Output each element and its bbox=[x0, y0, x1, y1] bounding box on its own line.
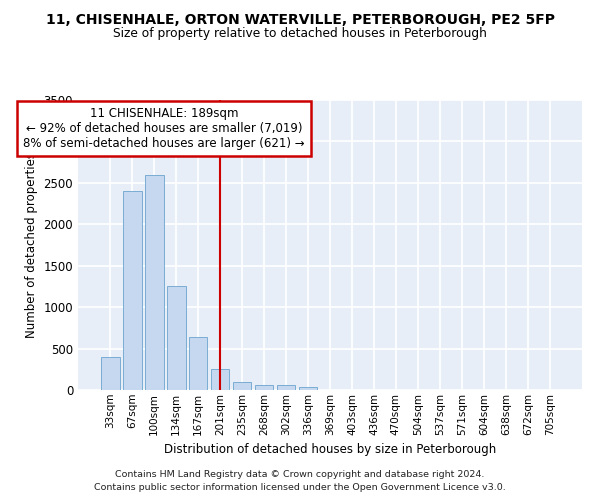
Text: 11 CHISENHALE: 189sqm
← 92% of detached houses are smaller (7,019)
8% of semi-de: 11 CHISENHALE: 189sqm ← 92% of detached … bbox=[23, 106, 305, 150]
Text: Size of property relative to detached houses in Peterborough: Size of property relative to detached ho… bbox=[113, 28, 487, 40]
Bar bbox=[277, 386, 295, 390]
Bar bbox=[299, 386, 317, 390]
Bar bbox=[123, 191, 142, 390]
Y-axis label: Number of detached properties: Number of detached properties bbox=[25, 152, 38, 338]
Bar bbox=[233, 382, 251, 390]
X-axis label: Distribution of detached houses by size in Peterborough: Distribution of detached houses by size … bbox=[164, 443, 496, 456]
Bar bbox=[211, 370, 229, 390]
Text: Contains HM Land Registry data © Crown copyright and database right 2024.: Contains HM Land Registry data © Crown c… bbox=[115, 470, 485, 479]
Bar bbox=[255, 385, 274, 390]
Bar bbox=[167, 286, 185, 390]
Bar bbox=[189, 337, 208, 390]
Text: 11, CHISENHALE, ORTON WATERVILLE, PETERBOROUGH, PE2 5FP: 11, CHISENHALE, ORTON WATERVILLE, PETERB… bbox=[46, 12, 554, 26]
Bar bbox=[145, 174, 164, 390]
Text: Contains public sector information licensed under the Open Government Licence v3: Contains public sector information licen… bbox=[94, 484, 506, 492]
Bar bbox=[101, 357, 119, 390]
